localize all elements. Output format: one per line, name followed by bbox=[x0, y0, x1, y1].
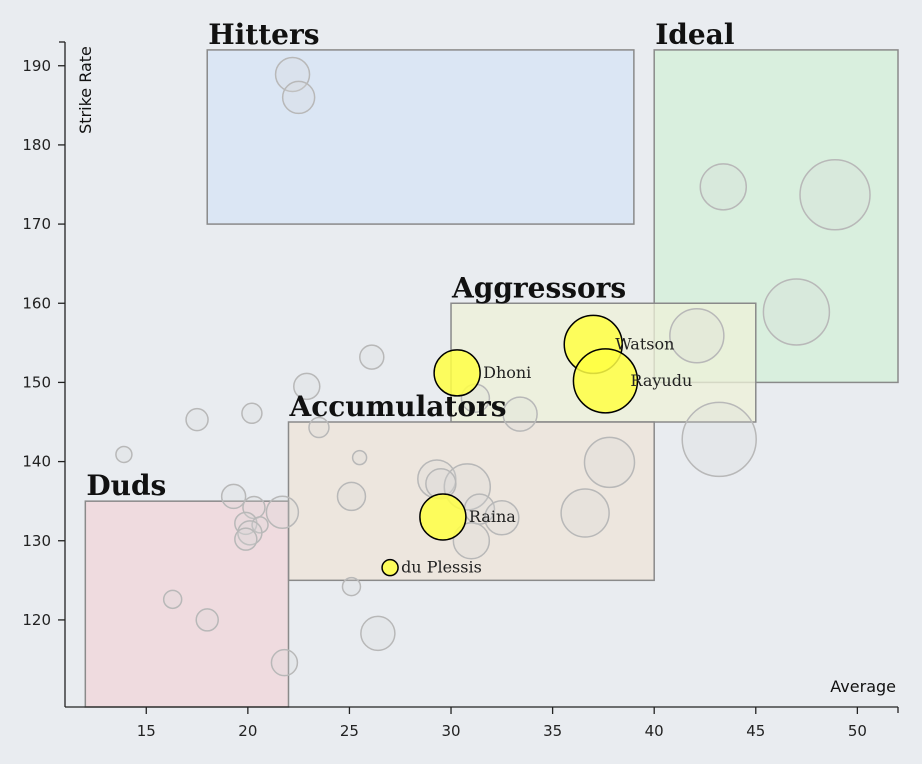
background-point bbox=[270, 648, 299, 677]
background-point bbox=[762, 278, 831, 346]
background-point bbox=[308, 416, 330, 439]
player-point-raina[interactable] bbox=[419, 493, 467, 541]
y-tick-label: 140 bbox=[22, 453, 51, 471]
x-tick-label: 20 bbox=[238, 722, 257, 740]
background-point bbox=[360, 615, 396, 652]
background-point bbox=[681, 401, 757, 478]
zone-label-accumulators: Accumulators bbox=[288, 390, 506, 423]
player-point-dhoni[interactable] bbox=[433, 349, 481, 397]
player-label-du-plessis: du Plessis bbox=[401, 558, 482, 577]
x-tick-label: 40 bbox=[645, 722, 664, 740]
zone-label-aggressors: Aggressors bbox=[451, 271, 626, 304]
zone-hitters bbox=[206, 49, 635, 225]
background-point bbox=[281, 80, 316, 115]
background-point bbox=[241, 402, 263, 425]
zone-duds bbox=[84, 500, 290, 708]
player-point-rayudu[interactable] bbox=[572, 348, 639, 414]
player-label-dhoni: Dhoni bbox=[483, 363, 531, 382]
background-point bbox=[220, 483, 247, 510]
background-point bbox=[265, 495, 300, 529]
player-label-watson: Watson bbox=[615, 334, 674, 353]
y-axis-label: Strike Rate bbox=[76, 46, 95, 134]
y-tick-label: 120 bbox=[22, 611, 51, 629]
x-tick-label: 15 bbox=[137, 722, 156, 740]
background-point bbox=[195, 608, 219, 632]
background-point bbox=[502, 396, 538, 432]
zone-label-duds: Duds bbox=[86, 469, 166, 502]
x-tick-label: 30 bbox=[441, 722, 460, 740]
y-tick-label: 190 bbox=[22, 57, 51, 75]
labels-layer: Hitters Ideal Aggressors Accumulators Duds Wa… bbox=[86, 18, 734, 577]
player-point-du-plessis[interactable] bbox=[381, 558, 399, 577]
y-tick-label: 160 bbox=[22, 294, 51, 312]
x-tick-label: 45 bbox=[746, 722, 765, 740]
player-label-raina: Raina bbox=[469, 507, 516, 526]
background-point bbox=[359, 344, 385, 370]
background-point bbox=[669, 307, 725, 364]
background-point bbox=[274, 56, 311, 93]
background-point bbox=[162, 589, 183, 610]
highlighted-points-layer bbox=[381, 314, 639, 577]
zone-label-hitters: Hitters bbox=[208, 18, 319, 51]
axes-layer: Strike Rate Average 15 20 25 30 35 40 45 50 120 1… bbox=[22, 41, 899, 740]
y-tick-label: 150 bbox=[22, 373, 51, 391]
background-point bbox=[185, 407, 209, 432]
background-point bbox=[583, 436, 636, 489]
zone-label-ideal: Ideal bbox=[655, 18, 734, 51]
background-point bbox=[115, 445, 133, 464]
zone-accumulators bbox=[287, 421, 655, 582]
y-tick-label: 180 bbox=[22, 136, 51, 154]
y-tick-label: 170 bbox=[22, 215, 51, 233]
x-tick-label: 35 bbox=[543, 722, 562, 740]
background-point bbox=[251, 516, 269, 534]
background-point bbox=[341, 576, 362, 597]
background-point bbox=[293, 372, 321, 401]
background-point bbox=[452, 522, 491, 560]
background-point bbox=[336, 481, 367, 512]
player-label-rayudu: Rayudu bbox=[630, 371, 692, 390]
background-point bbox=[237, 520, 263, 546]
background-point bbox=[699, 163, 748, 211]
background-point bbox=[484, 500, 520, 536]
background-point bbox=[799, 159, 871, 231]
background-point bbox=[351, 449, 368, 466]
x-tick-label: 50 bbox=[848, 722, 867, 740]
y-tick-label: 130 bbox=[22, 532, 51, 550]
background-point bbox=[560, 488, 610, 538]
x-axis-label: Average bbox=[830, 677, 896, 696]
background-point bbox=[234, 527, 258, 551]
x-tick-label: 25 bbox=[340, 722, 359, 740]
